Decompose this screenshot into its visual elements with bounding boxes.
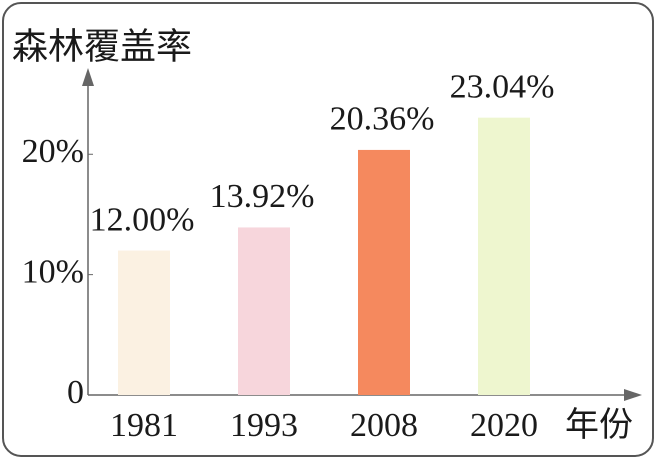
x-tick-label: 2008 bbox=[350, 407, 418, 444]
y-tick-label: 10% bbox=[22, 253, 84, 290]
x-tick-label: 1993 bbox=[230, 407, 298, 444]
y-axis-arrow bbox=[82, 68, 94, 86]
value-label: 13.92% bbox=[210, 178, 315, 215]
y-tick-label: 0 bbox=[67, 374, 84, 411]
bar bbox=[358, 149, 410, 395]
x-axis-label: 年份 bbox=[565, 406, 633, 444]
bar bbox=[238, 227, 290, 395]
bar bbox=[478, 117, 530, 396]
value-label: 23.04% bbox=[450, 68, 555, 105]
x-tick-label: 2020 bbox=[470, 407, 538, 444]
value-label: 12.00% bbox=[90, 201, 195, 238]
bar bbox=[118, 250, 170, 395]
x-tick-label: 1981 bbox=[110, 407, 178, 444]
x-axis-arrow bbox=[624, 389, 642, 401]
y-axis-label: 森林覆盖率 bbox=[12, 26, 192, 66]
value-label: 20.36% bbox=[330, 101, 435, 138]
y-tick-label: 20% bbox=[22, 133, 84, 170]
